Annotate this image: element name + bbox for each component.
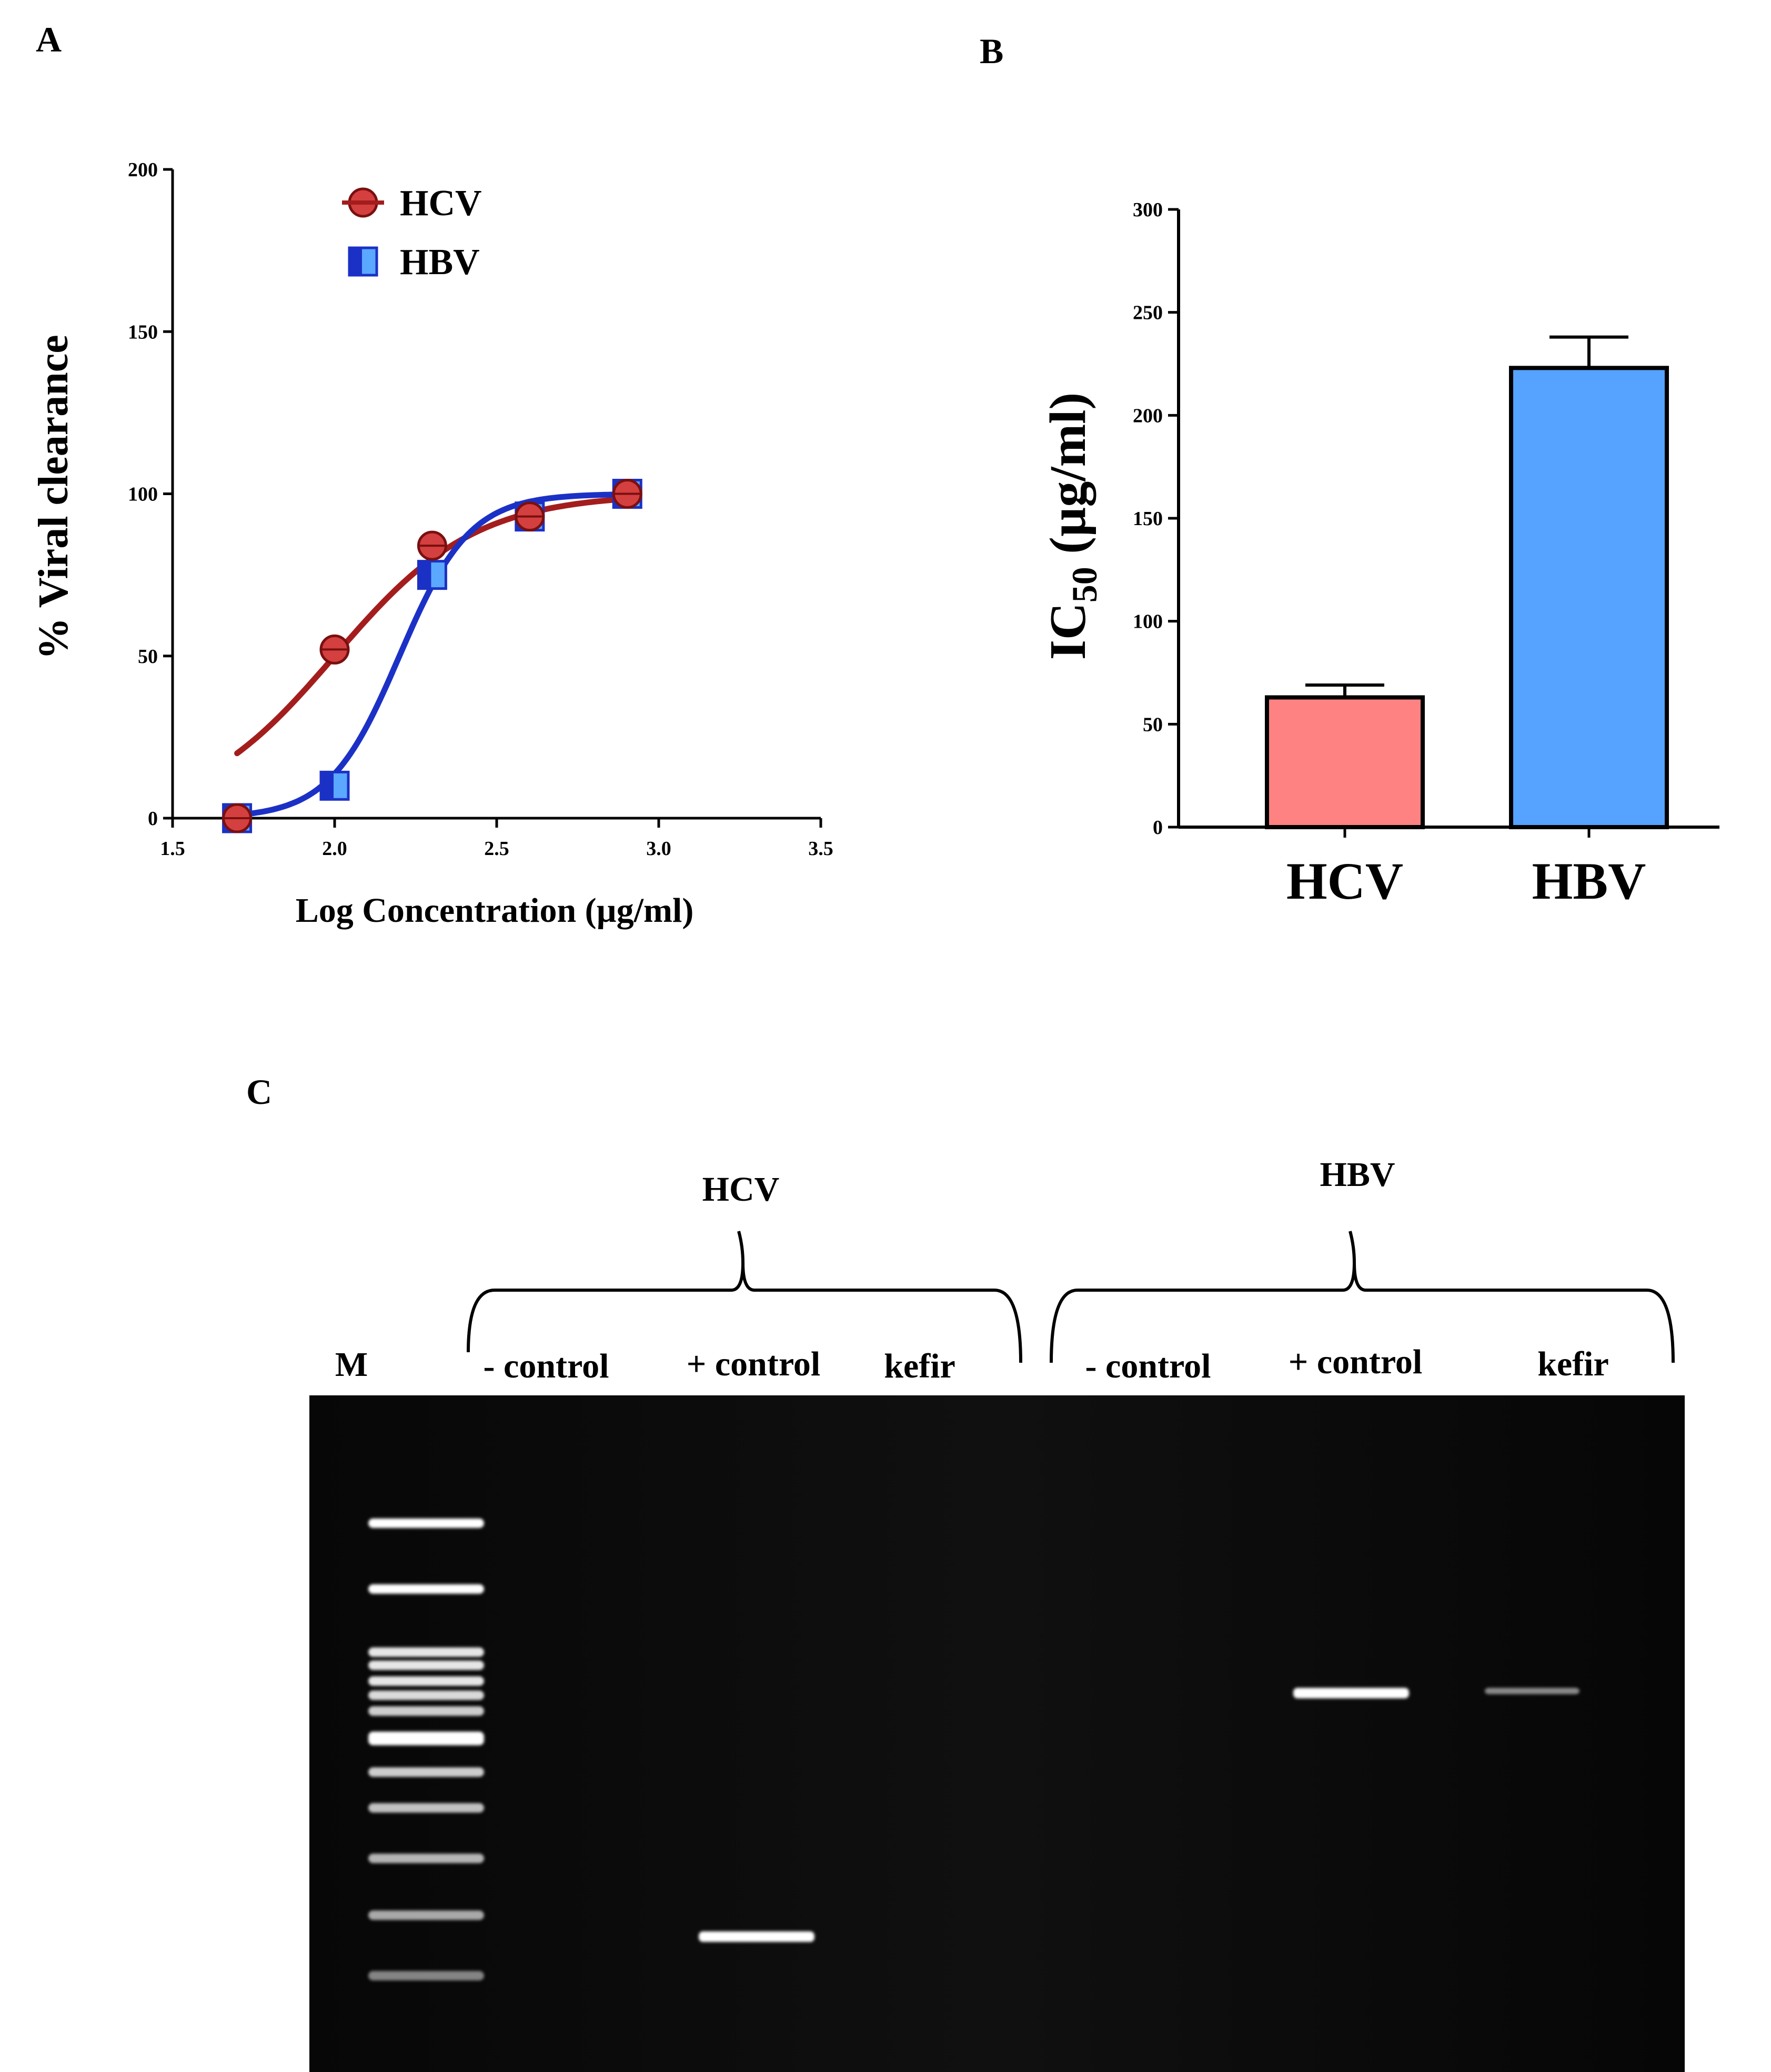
gel-group-hcv-label: HCV (702, 1170, 780, 1209)
sample-band (1293, 1687, 1409, 1698)
ic50-y-axis-title: IC50 (µg/ml) (1040, 393, 1104, 660)
dose-response-x-tick-label: 2.0 (322, 838, 347, 860)
ladder-band (368, 1676, 484, 1686)
bar-hcv (1265, 695, 1425, 829)
ladder-band (368, 1803, 484, 1813)
gel-lane-hcv-neg-control-label: - control (484, 1347, 609, 1385)
category-label-hbv: HBV (1532, 852, 1646, 910)
dose-response-x-tick-label: 3.0 (646, 838, 671, 860)
ic50-y-tick-label: 200 (1133, 405, 1163, 427)
data-point-hcv (319, 634, 350, 665)
data-point-hcv (515, 501, 545, 532)
gel-lane-hcv-pos-control-label: + control (687, 1345, 821, 1383)
gel-lane-hbv-kefir-label: kefir (1537, 1345, 1609, 1383)
ladder-band (368, 1518, 484, 1528)
marker-square-half (418, 561, 431, 589)
dose-response-y-axis-title: % Viral clearance (31, 335, 77, 660)
gel-panel: HCV HBV M - control + control kefir - co… (309, 1155, 1685, 2072)
sample-band (1485, 1687, 1579, 1694)
dose-response-axes: 1.5 2.0 2.5 3.0 3.5 0 50 100 150 200 (128, 159, 833, 860)
dose-response-chart: 1.5 2.0 2.5 3.0 3.5 0 50 100 150 200 HCV HBV Log C… (31, 159, 833, 930)
sample-band (699, 1931, 814, 1942)
ladder-band (368, 1647, 484, 1657)
gel-lane-hcv-kefir-label: kefir (884, 1347, 955, 1385)
legend-label-hbv: HBV (400, 242, 480, 283)
ladder-band (368, 1732, 484, 1745)
dose-response-x-tick-label: 2.5 (484, 838, 509, 860)
panel-label-a: A (36, 19, 62, 59)
ic50-y-tick-label: 50 (1143, 713, 1163, 736)
data-point-hcv (222, 803, 253, 833)
dose-response-y-tick-label: 0 (148, 808, 158, 830)
ladder-band (368, 1910, 484, 1920)
dose-response-y-tick-label: 50 (138, 646, 158, 668)
gel-lane-hbv-neg-control-label: - control (1085, 1347, 1211, 1385)
gel-lane-hbv-pos-control-label: + control (1289, 1343, 1423, 1381)
ladder-band (368, 1661, 484, 1670)
category-label-hcv: HCV (1286, 852, 1403, 910)
data-point-hbv (319, 770, 350, 801)
ladder-band (368, 1706, 484, 1716)
ic50-bars: HCV HBV (1265, 335, 1669, 910)
dose-response-x-tick-label: 3.5 (808, 838, 833, 860)
gel-group-hbv-label: HBV (1320, 1155, 1395, 1194)
dose-response-y-tick-label: 150 (128, 321, 158, 343)
ladder-band (368, 1767, 484, 1777)
ic50-y-tick-label: 250 (1133, 302, 1163, 324)
gel-group-hcv-brace (467, 1231, 1022, 1363)
dose-response-y-tick-label: 200 (128, 159, 158, 181)
ic50-bar-chart: 0 50 100 150 200 250 300 HCV HBV IC50 (µg/ml) (1040, 199, 1719, 910)
dose-response-x-tick-label: 1.5 (160, 838, 185, 860)
ladder-band (368, 1854, 484, 1863)
ladder-band (368, 1971, 484, 1980)
ic50-y-tick-label: 150 (1133, 508, 1163, 530)
dose-response-points (222, 479, 642, 833)
marker-square-half (321, 772, 334, 800)
gel-ladder (368, 1518, 484, 1980)
bar-hbv (1509, 366, 1669, 829)
data-point-hbv (417, 560, 447, 590)
panel-label-c: C (246, 1072, 272, 1112)
legend-label-hcv: HCV (400, 183, 482, 224)
gel-sample-bands (699, 1687, 1579, 1942)
legend-marker-half-hbv (349, 248, 362, 275)
data-point-hcv (417, 530, 447, 561)
panel-label-b: B (980, 31, 1003, 71)
dose-response-y-tick-label: 100 (128, 484, 158, 506)
ic50-y-tick-label: 100 (1133, 611, 1163, 633)
dose-response-legend: HCV HBV (342, 183, 482, 283)
ladder-band (368, 1584, 484, 1594)
gel-marker-label: M (335, 1345, 368, 1384)
data-point-hcv (612, 479, 642, 509)
ic50-y-tick-label: 300 (1133, 199, 1163, 221)
ic50-y-tick-label: 0 (1153, 817, 1163, 839)
ladder-band (368, 1691, 484, 1700)
gel-group-hbv-brace (1050, 1231, 1675, 1363)
gel-image (309, 1395, 1685, 2072)
dose-response-x-axis-title: Log Concentration (µg/ml) (296, 891, 694, 930)
